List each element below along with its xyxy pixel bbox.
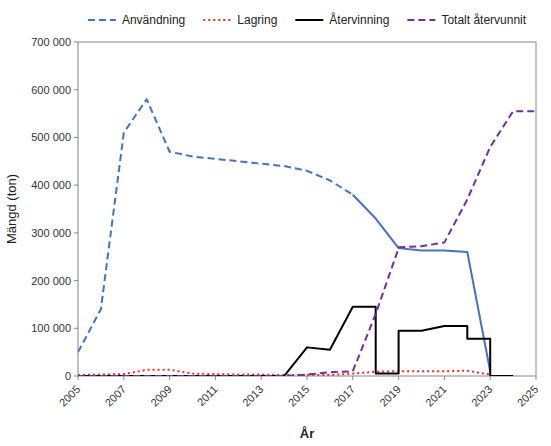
y-tick-label: 500 000 (31, 131, 71, 143)
x-axis: 2005 2007 2009 2011 2013 2015 2017 2019 2021 2023… (57, 376, 541, 409)
y-tick (74, 42, 78, 43)
legend-label: Lagring (237, 13, 277, 27)
y-tick (74, 185, 78, 186)
legend: Användning Lagring Återvinning Totalt återv… (88, 12, 527, 27)
legend-swatch (407, 19, 435, 21)
x-tick (169, 376, 170, 380)
x-tick-label: 2005 (57, 383, 83, 409)
x-tick-label: 2019 (377, 383, 403, 409)
chart: 0 100 000 200 000 300 000 400 000 500 000 600 … (0, 0, 551, 446)
series-line (78, 370, 490, 375)
series-line (353, 195, 490, 372)
x-tick (78, 376, 79, 380)
legend-swatch (88, 19, 116, 21)
legend-label: Användning (122, 13, 185, 27)
x-tick-label: 2009 (148, 383, 174, 409)
series-line (78, 111, 536, 376)
y-tick-label: 200 000 (31, 275, 71, 287)
y-axis: 0 100 000 200 000 300 000 400 000 500 000 600 … (31, 36, 78, 382)
x-tick-label: 2023 (469, 383, 495, 409)
x-tick-label: 2017 (331, 383, 357, 409)
y-tick (74, 137, 78, 138)
legend-item: Användning (88, 13, 185, 27)
y-tick-label: 0 (65, 370, 71, 382)
legend-swatch (203, 19, 231, 21)
legend-item: Lagring (203, 13, 277, 27)
y-tick-label: 400 000 (31, 179, 71, 191)
x-tick (215, 376, 216, 380)
x-tick-label: 2021 (423, 383, 449, 409)
x-tick-label: 2007 (102, 383, 128, 409)
y-tick-label: 700 000 (31, 36, 71, 48)
y-tick-label: 600 000 (31, 84, 71, 96)
legend-item: Återvinning (295, 12, 389, 27)
x-tick (536, 376, 537, 380)
legend-swatch (295, 19, 323, 21)
y-tick (74, 328, 78, 329)
x-tick-label: 2025 (515, 383, 541, 409)
legend-label: Återvinning (329, 12, 389, 27)
x-tick-label: 2011 (195, 383, 220, 408)
y-tick-label: 300 000 (31, 227, 71, 239)
y-tick (74, 376, 78, 377)
series-group (78, 99, 536, 376)
x-tick (352, 376, 353, 380)
series-line (78, 99, 353, 352)
x-tick-label: 2013 (240, 383, 266, 409)
x-tick (490, 376, 491, 380)
page: {"chart_data": { "type": "line", "xlabel… (0, 0, 551, 446)
x-tick (398, 376, 399, 380)
legend-item: Totalt återvunnit (407, 13, 526, 27)
x-axis-label: År (300, 426, 314, 441)
y-tick (74, 280, 78, 281)
y-axis-label: Mängd (ton) (4, 174, 19, 244)
x-tick-label: 2015 (286, 383, 312, 409)
y-tick (74, 232, 78, 233)
x-tick (444, 376, 445, 380)
x-tick (307, 376, 308, 380)
plot-frame (78, 42, 536, 376)
y-tick (74, 89, 78, 90)
y-tick-label: 100 000 (31, 322, 71, 334)
series-line (78, 307, 513, 376)
x-tick (123, 376, 124, 380)
legend-label: Totalt återvunnit (441, 13, 526, 27)
x-tick (261, 376, 262, 380)
